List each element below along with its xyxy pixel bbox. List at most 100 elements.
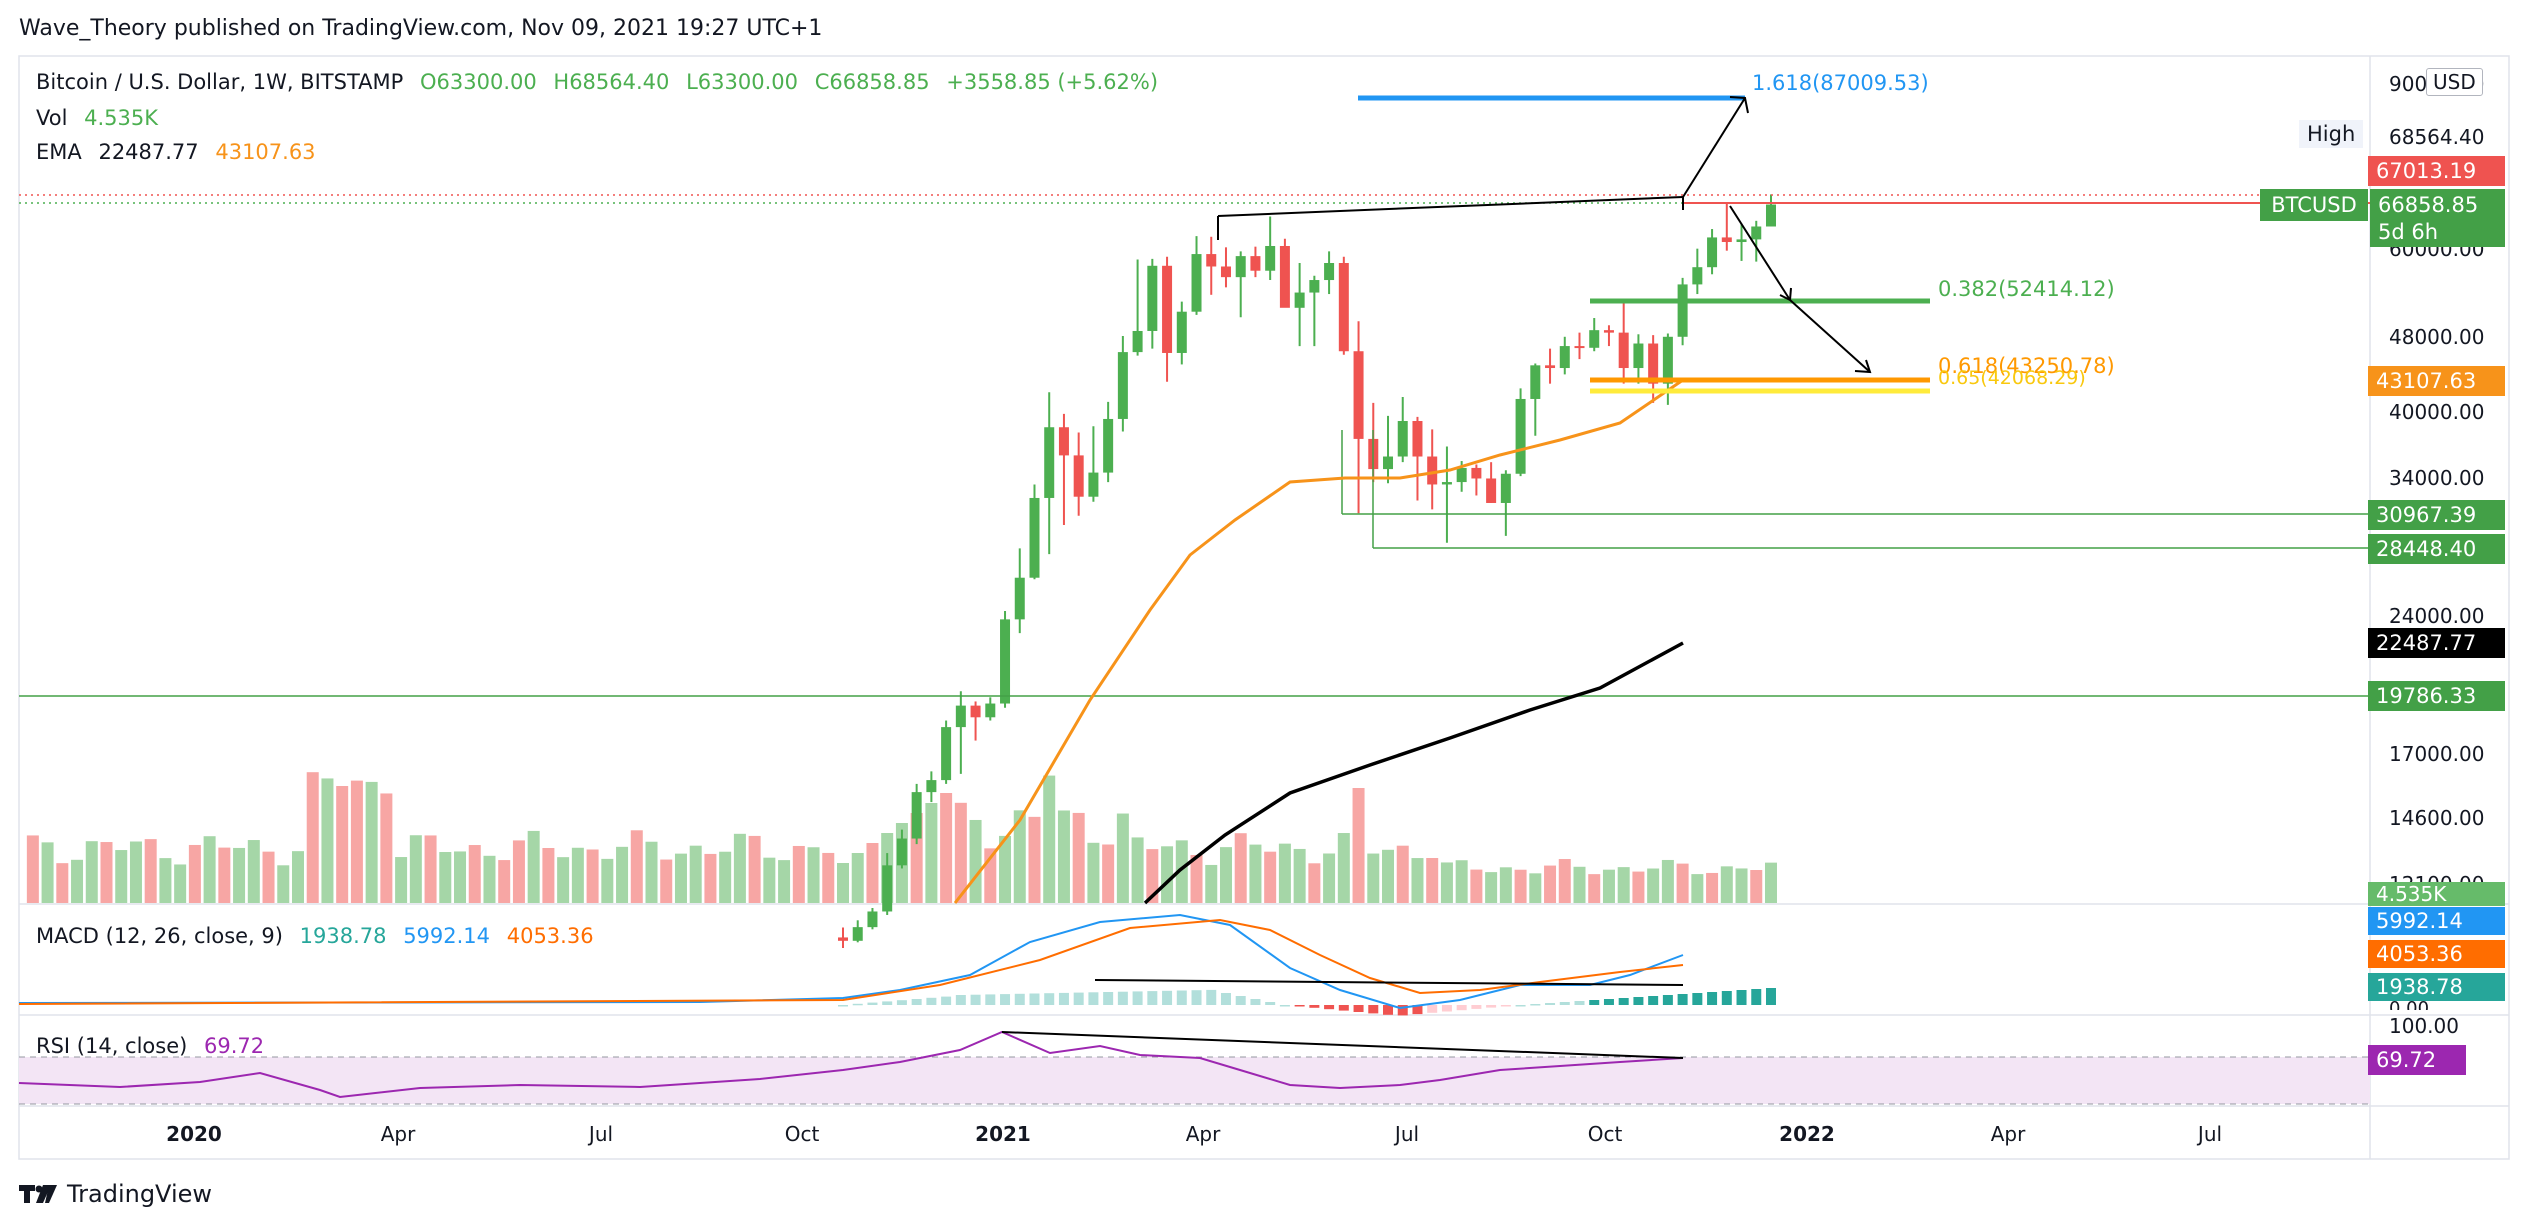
candle — [1294, 263, 1305, 347]
volume-bar — [1470, 869, 1483, 903]
rsi-label: RSI (14, close) — [36, 1034, 188, 1058]
macd-hist-bar — [1545, 1003, 1556, 1005]
volume-bar — [144, 839, 157, 903]
vol-label: Vol — [36, 106, 68, 130]
volume-bar — [1764, 862, 1777, 903]
macd-hist-bar — [1633, 997, 1644, 1005]
ema-legend[interactable]: EMA 22487.77 43107.63 — [36, 140, 326, 164]
volume-bar — [1588, 874, 1601, 903]
candle — [1383, 415, 1394, 484]
volume-bar — [468, 845, 481, 903]
candle — [1073, 432, 1084, 516]
rsi-band — [19, 1057, 2370, 1104]
time-axis-label: Apr — [381, 1122, 416, 1146]
candle — [1486, 462, 1497, 503]
volume-bar — [954, 802, 967, 903]
volume-bar — [674, 853, 687, 903]
macd-hist-bar — [1117, 991, 1128, 1005]
macd-hist-bar — [1574, 1001, 1585, 1005]
macd-hist-bar — [1044, 993, 1055, 1005]
macd-hist-value: 1938.78 — [299, 924, 387, 948]
volume-bar — [571, 847, 584, 903]
volume-bar — [557, 857, 570, 903]
macd-hist-bar — [1427, 1005, 1438, 1013]
ema2-value: 43107.63 — [215, 140, 316, 164]
macd-hist-bar — [1029, 993, 1040, 1005]
volume-bar — [733, 833, 746, 903]
candle — [1515, 388, 1526, 477]
volume-bar — [999, 835, 1012, 903]
rsi-legend[interactable]: RSI (14, close) 69.72 — [36, 1034, 274, 1058]
macd-hist-bar — [852, 1003, 863, 1006]
symbol-legend[interactable]: Bitcoin / U.S. Dollar, 1W, BITSTAMP O633… — [36, 70, 1168, 94]
macd-hist-bar — [1707, 992, 1718, 1005]
macd-hist-bar — [1692, 993, 1703, 1005]
volume-bar — [1337, 833, 1350, 903]
volume-bar — [763, 857, 776, 903]
currency-button[interactable]: USD — [2426, 68, 2483, 96]
macd-hist-bar — [867, 1002, 878, 1005]
time-axis-label: Oct — [1588, 1122, 1623, 1146]
candle — [1736, 223, 1747, 261]
candle — [1279, 238, 1290, 308]
macd-hist-bar — [1220, 993, 1231, 1005]
level2-price-tag: 28448.40 — [2368, 534, 2505, 564]
vol-value: 4.535K — [84, 106, 158, 130]
macd-hist-bar — [1000, 994, 1011, 1005]
volume-bar — [660, 859, 673, 903]
macd-hist-bar — [1058, 992, 1069, 1005]
macd-hist-bar — [1294, 1005, 1305, 1007]
volume-bar — [704, 853, 717, 903]
time-axis: 2020 Apr Jul Oct 2021 Apr Jul Oct 2022 Apr Jul — [166, 1122, 2222, 1146]
volume-bar — [1028, 816, 1041, 903]
candle — [1058, 413, 1069, 526]
volume-bar — [1161, 846, 1174, 903]
ohlc-high: H68564.40 — [553, 70, 670, 94]
volume-bar — [1072, 812, 1085, 903]
volume-legend[interactable]: Vol 4.535K — [36, 106, 168, 130]
volume-bar — [940, 793, 953, 903]
ema1-price-tag: 22487.77 — [2368, 628, 2505, 658]
time-axis-label: Jul — [1393, 1122, 1419, 1146]
macd-hist-bar — [1603, 999, 1614, 1005]
volume-bar — [1499, 867, 1512, 903]
candle — [985, 697, 996, 721]
ema-label: EMA — [36, 140, 82, 164]
ohlc-close: C66858.85 — [814, 70, 930, 94]
candle — [1309, 275, 1320, 347]
macd-hist-bar — [926, 997, 937, 1005]
volume-bar — [395, 857, 408, 903]
candle — [1765, 194, 1776, 227]
ema1-value: 22487.77 — [98, 140, 199, 164]
macd-hist-bar — [1250, 999, 1261, 1005]
tradingview-logo[interactable]: TradingView — [19, 1180, 212, 1208]
macd-hist-bar — [911, 999, 922, 1005]
macd-hist-bar — [1162, 990, 1173, 1005]
time-axis-label: Apr — [1991, 1122, 2026, 1146]
macd-hist-bar — [1471, 1005, 1482, 1009]
macd-legend[interactable]: MACD (12, 26, close, 9) 1938.78 5992.14 … — [36, 924, 604, 948]
volume-bar — [527, 830, 540, 903]
last-price-tag: 66858.85 5d 6h — [2370, 189, 2505, 247]
volume-bar — [174, 864, 187, 903]
macd-hist-bar — [941, 996, 952, 1005]
macd-hist-bar — [1441, 1005, 1452, 1012]
macd-hist-bar — [1765, 988, 1776, 1005]
volume-bar — [792, 845, 805, 903]
time-axis-label: Jul — [2196, 1122, 2222, 1146]
candle — [1206, 236, 1217, 295]
candle — [970, 701, 981, 741]
macd-hist-bar — [1662, 995, 1673, 1005]
candle — [1412, 416, 1423, 501]
candle — [1633, 334, 1644, 384]
volume-bar — [1323, 853, 1336, 903]
candle — [926, 771, 937, 803]
macd-hist-bar — [1383, 1005, 1394, 1015]
price-tick-17000: 17000.00 — [2389, 742, 2485, 766]
macd-hist-bar — [1235, 996, 1246, 1005]
candle — [1176, 301, 1187, 365]
tradingview-logo-icon — [19, 1185, 57, 1203]
macd-hist-bar — [1486, 1005, 1497, 1008]
candle — [1147, 258, 1158, 349]
